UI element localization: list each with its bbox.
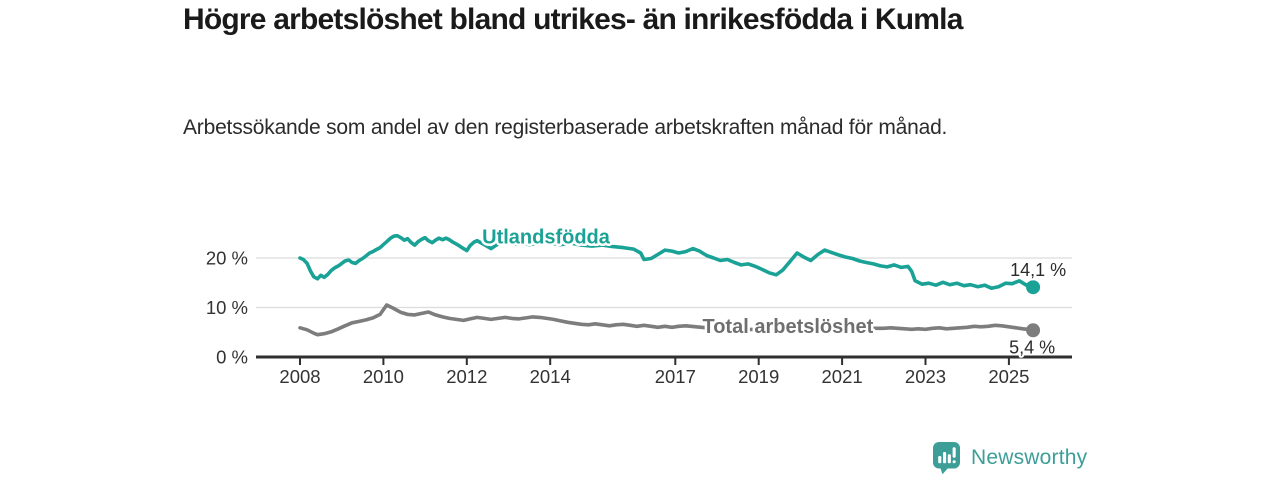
x-tick-label: 2025 bbox=[988, 366, 1029, 387]
x-tick-label: 2008 bbox=[279, 366, 320, 387]
y-tick-label: 10 % bbox=[206, 297, 248, 318]
x-tick-label: 2012 bbox=[446, 366, 487, 387]
newsworthy-logo: Newsworthy bbox=[932, 441, 1087, 475]
newsworthy-icon bbox=[933, 442, 960, 475]
chart-title: Högre arbetslöshet bland utrikes- än inr… bbox=[183, 3, 963, 36]
end-value-label-utlandsfodda: 14,1 % bbox=[1010, 260, 1066, 280]
series-line-utlandsfodda bbox=[298, 233, 1035, 290]
y-tick-label: 0 % bbox=[216, 347, 248, 368]
x-tick-label: 2023 bbox=[905, 366, 946, 387]
newsworthy-wordmark: Newsworthy bbox=[971, 446, 1088, 469]
y-tick-label: 20 % bbox=[206, 248, 248, 269]
line-chart-svg: 20 % 10 % 0 % 2008 2010 2012 2014 2017 2019 2021 2… bbox=[206, 224, 1072, 387]
x-tick-label: 2014 bbox=[530, 366, 571, 387]
x-tick-label: 2021 bbox=[822, 366, 863, 387]
x-tick-label: 2010 bbox=[363, 366, 404, 387]
x-tick-label: 2019 bbox=[738, 366, 779, 387]
x-tick-label: 2017 bbox=[655, 366, 696, 387]
series-label-utlandsfodda: Utlandsfödda bbox=[482, 227, 611, 249]
end-dot-utlandsfodda bbox=[1026, 280, 1041, 295]
chart-subtitle: Arbetssökande som andel av den registerb… bbox=[183, 116, 948, 139]
end-dot-total bbox=[1026, 323, 1041, 338]
end-value-label-total: 5,4 % bbox=[1009, 337, 1055, 357]
series-line-total bbox=[298, 303, 1035, 337]
series-label-total: Total arbetslöshet bbox=[702, 316, 873, 338]
